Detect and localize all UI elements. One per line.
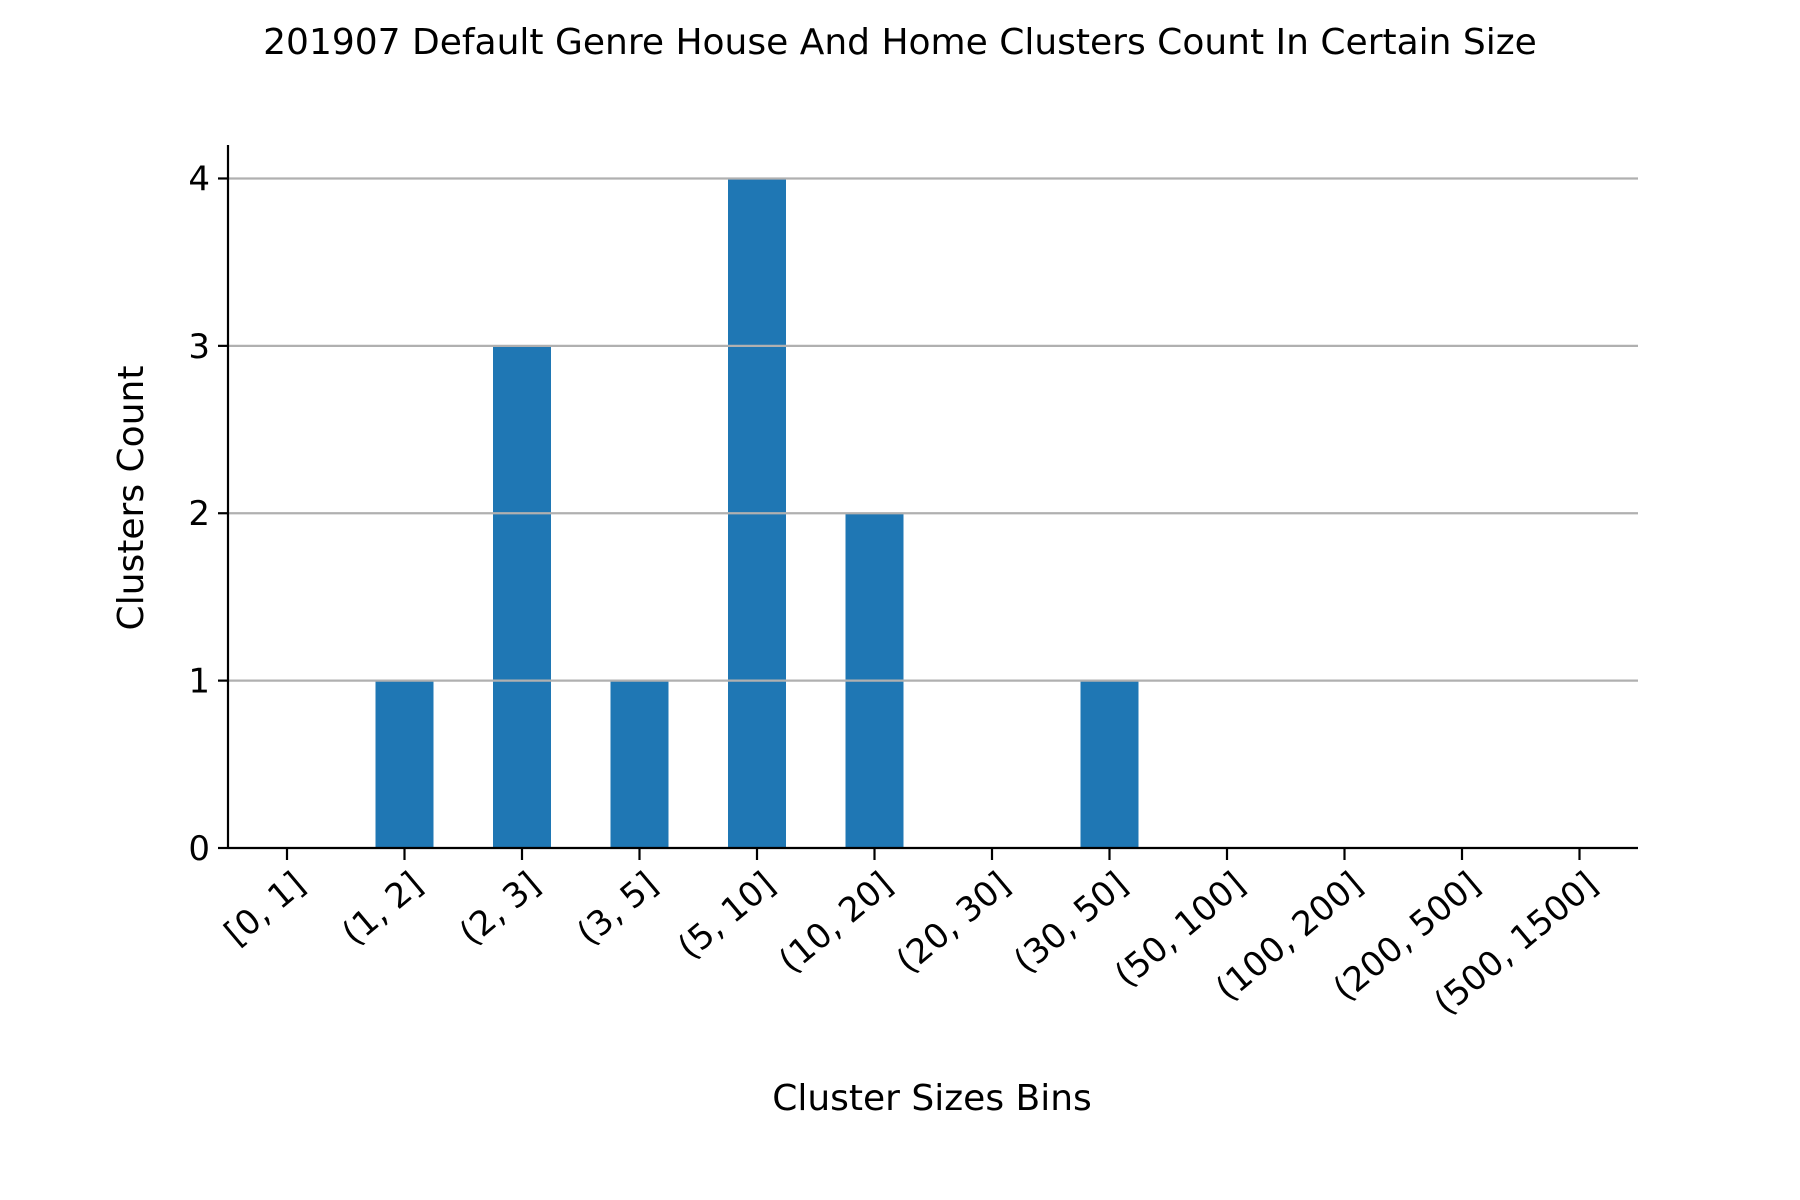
- x-tick-label: [0, 1]: [217, 864, 313, 953]
- x-tick-label: (20, 30]: [889, 864, 1018, 981]
- chart-title: 201907 Default Genre House And Home Clus…: [263, 22, 1537, 63]
- y-tick-label: 0: [188, 829, 210, 869]
- x-tick-label: (3, 5]: [570, 864, 666, 953]
- y-tick-label: 1: [188, 662, 210, 702]
- y-tick-label: 4: [188, 159, 210, 199]
- x-tick-label: (5, 10]: [670, 864, 782, 967]
- bar: [375, 680, 434, 848]
- x-tick-label: (10, 20]: [771, 864, 900, 981]
- y-tick-label: 2: [188, 494, 210, 534]
- x-tick-label: (2, 3]: [452, 864, 548, 953]
- bar: [1080, 680, 1139, 848]
- y-ticks: 0 1 2 3 4: [188, 159, 228, 869]
- x-tick-label: (1, 2]: [335, 864, 431, 953]
- y-tick-label: 3: [188, 327, 210, 367]
- bar: [610, 680, 669, 848]
- bar: [493, 345, 551, 848]
- x-ticks: [0, 1] (1, 2] (2, 3] (3, 5] (5, 10](10, 20](…: [217, 848, 1605, 1023]
- x-axis-label: Cluster Sizes Bins: [772, 1078, 1092, 1119]
- y-axis-label: Clusters Count: [111, 366, 152, 631]
- gridlines: [228, 177, 1638, 682]
